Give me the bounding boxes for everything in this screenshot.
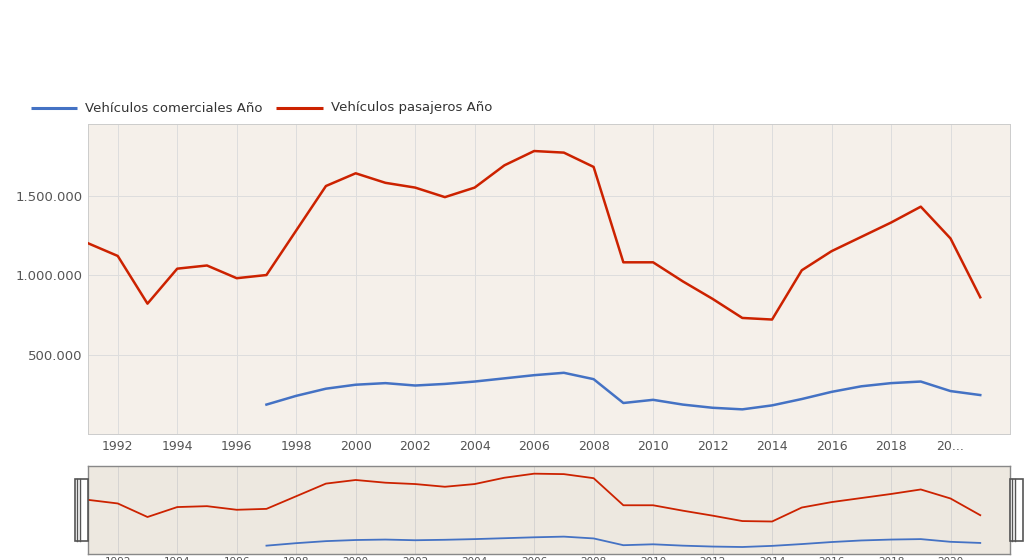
Text: España - Matriculaciones de vehículos nuevos: España - Matriculaciones de vehículos nu… bbox=[260, 64, 764, 83]
Text: Vehículos pasajeros Año: Vehículos pasajeros Año bbox=[331, 101, 493, 114]
Text: Vehículos comerciales Año: Vehículos comerciales Año bbox=[85, 101, 262, 114]
